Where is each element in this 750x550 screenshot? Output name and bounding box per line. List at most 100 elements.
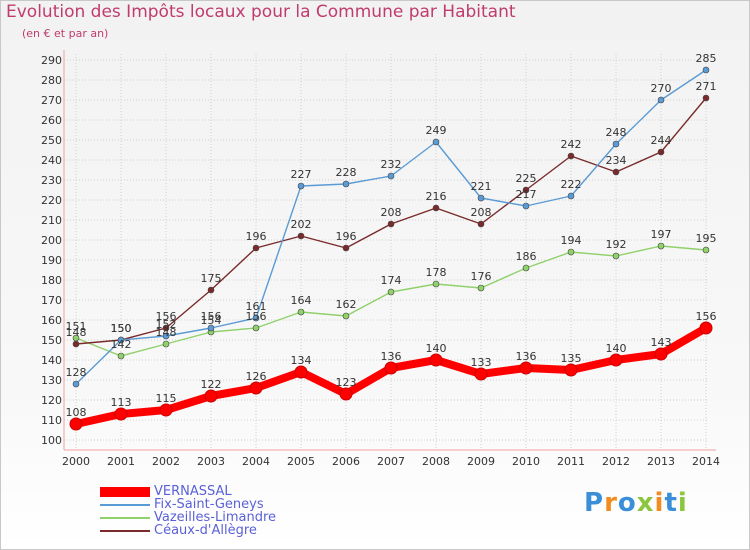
y-tick-label: 290 [41,54,62,67]
data-point [384,361,398,375]
data-label: 217 [516,188,537,201]
legend-label: Fix-Saint-Geneys [154,497,264,512]
x-tick-label: 2008 [422,455,450,468]
data-label: 136 [381,350,402,363]
data-point [159,403,173,417]
x-tick-label: 2010 [512,455,540,468]
data-label: 150 [111,322,132,335]
y-tick-label: 160 [41,314,62,327]
data-point [387,220,395,228]
data-label: 208 [471,206,492,219]
data-label: 175 [201,272,222,285]
data-label: 242 [561,138,582,151]
data-label: 113 [111,396,132,409]
x-tick-label: 2006 [332,455,360,468]
data-label: 222 [561,178,582,191]
data-point [162,324,170,332]
logo-letter: x [636,488,655,518]
data-label: 196 [246,230,267,243]
legend-swatch [100,487,150,497]
proxiti-logo: Proxiti [584,488,688,518]
data-label: 178 [426,266,447,279]
data-point [519,361,533,375]
data-point [654,347,668,361]
data-point [432,280,440,288]
logo-letter: o [617,488,637,518]
legend: VERNASSAL Fix-Saint-Geneys Vazeilles-Lim… [100,484,360,538]
data-label: 148 [156,326,177,339]
logo-letter: i [654,488,665,518]
data-point [612,140,620,148]
data-point [699,321,713,335]
legend-item-vazeilles-limandre: Vazeilles-Limandre [100,510,360,525]
data-label: 156 [201,310,222,323]
data-label: 232 [381,158,402,171]
data-label: 142 [111,338,132,351]
y-tick-label: 250 [41,134,62,147]
data-label: 156 [696,310,717,323]
x-tick-label: 2011 [557,455,585,468]
data-label: 285 [696,52,717,65]
series-layer [69,66,713,431]
y-tick-label: 220 [41,194,62,207]
data-label: 216 [426,190,447,203]
data-label: 126 [246,370,267,383]
y-tick-label: 170 [41,294,62,307]
data-label: 208 [381,206,402,219]
data-label: 154 [201,314,222,327]
x-tick-label: 2005 [287,455,315,468]
legend-swatch [100,530,150,532]
data-label: 270 [651,82,672,95]
data-label: 151 [66,320,87,333]
data-point [117,336,125,344]
data-label: 115 [156,392,177,405]
data-label: 196 [336,230,357,243]
data-label: 156 [246,310,267,323]
data-label: 128 [66,366,87,379]
data-point [207,286,215,294]
data-label: 174 [381,274,402,287]
data-label: 152 [156,318,177,331]
y-tick-label: 260 [41,114,62,127]
data-label: 123 [336,376,357,389]
data-label: 108 [66,406,87,419]
y-tick-label: 240 [41,154,62,167]
x-tick-label: 2013 [647,455,675,468]
y-tick-label: 200 [41,234,62,247]
data-point [297,232,305,240]
data-label: 192 [606,238,627,251]
data-point [432,204,440,212]
legend-swatch [100,504,150,506]
legend-label: VERNASSAL [154,484,232,499]
data-label: 227 [291,168,312,181]
y-tick-label: 190 [41,254,62,267]
x-tick-label: 2014 [692,455,720,468]
x-tick-label: 2007 [377,455,405,468]
data-point [702,66,710,74]
data-label: 271 [696,80,717,93]
logo-letter: i [677,488,688,518]
data-label: 194 [561,234,582,247]
logo-letter: P [584,488,605,518]
data-point [564,363,578,377]
data-point [522,186,530,194]
data-point [72,380,80,388]
y-tick-label: 100 [41,434,62,447]
chart-subtitle: (en € et par an) [22,27,109,40]
data-point [657,242,665,250]
y-tick-label: 150 [41,334,62,347]
y-tick-label: 270 [41,94,62,107]
data-point [477,284,485,292]
data-label: 134 [291,354,312,367]
data-point [339,387,353,401]
data-label: 156 [156,310,177,323]
data-label: 122 [201,378,222,391]
logo-letter: t [664,488,678,518]
data-point [567,248,575,256]
legend-item-ceaux-d-allegre: Céaux-d'Allègre [100,523,360,538]
data-point [522,202,530,210]
data-label: 228 [336,166,357,179]
x-axis: 2000 2001 2002 2003 2004 2005 2006 2007 2008 2009… [62,449,720,468]
data-point [609,353,623,367]
